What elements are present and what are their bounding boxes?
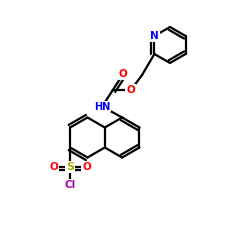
Text: S: S <box>66 162 74 172</box>
Text: Cl: Cl <box>64 180 76 190</box>
Text: HN: HN <box>94 102 110 112</box>
Text: O: O <box>126 85 135 95</box>
Text: O: O <box>50 162 58 172</box>
Text: O: O <box>82 162 91 172</box>
Text: N: N <box>150 31 159 41</box>
Text: O: O <box>119 69 128 79</box>
